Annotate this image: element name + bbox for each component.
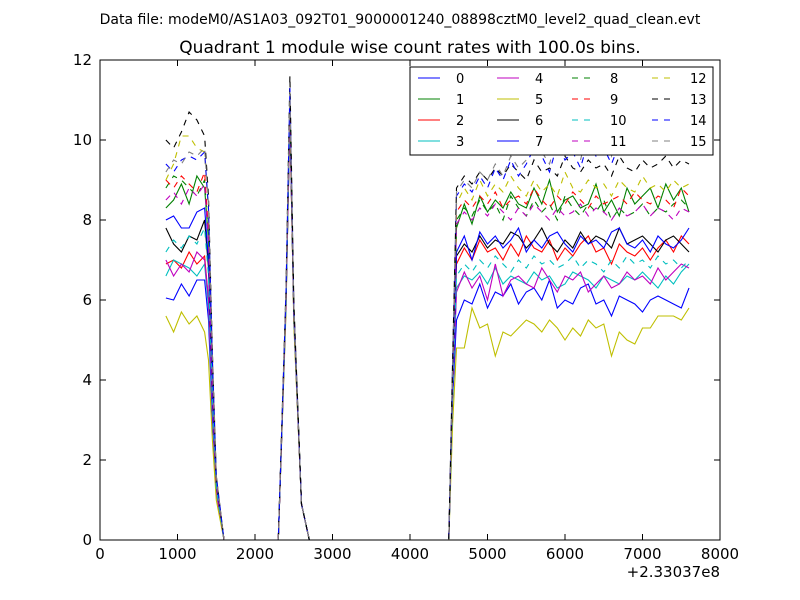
x-tick-label: 0 bbox=[95, 545, 105, 563]
y-tick-label: 8 bbox=[82, 211, 92, 229]
series-line-10 bbox=[165, 115, 690, 541]
series-line-3 bbox=[165, 115, 690, 541]
legend-label-2: 2 bbox=[456, 114, 464, 129]
y-tick-label: 10 bbox=[73, 131, 92, 149]
series-line-5 bbox=[165, 107, 690, 541]
x-tick-label: 4000 bbox=[391, 545, 429, 563]
y-tick-label: 12 bbox=[73, 51, 92, 69]
legend-label-0: 0 bbox=[456, 72, 464, 87]
legend-label-12: 12 bbox=[690, 72, 707, 87]
series-line-4 bbox=[165, 119, 690, 541]
series-line-1 bbox=[165, 115, 690, 541]
series-line-2 bbox=[165, 119, 690, 541]
y-tick-label: 4 bbox=[82, 371, 92, 389]
legend-label-10: 10 bbox=[610, 114, 627, 129]
x-tick-label: 5000 bbox=[468, 545, 506, 563]
legend-label-9: 9 bbox=[610, 93, 618, 108]
legend-label-4: 4 bbox=[535, 72, 543, 87]
legend-label-13: 13 bbox=[690, 93, 707, 108]
x-tick-label: 6000 bbox=[546, 545, 584, 563]
series-line-0 bbox=[165, 103, 690, 541]
legend-label-7: 7 bbox=[535, 135, 543, 150]
plot-lines bbox=[165, 75, 690, 541]
legend-label-5: 5 bbox=[535, 93, 543, 108]
series-line-15 bbox=[165, 91, 690, 541]
legend-box bbox=[409, 66, 714, 156]
y-tick-label: 6 bbox=[82, 291, 92, 309]
suptitle: Data file: modeM0/AS1A03_092T01_90000012… bbox=[100, 12, 701, 28]
y-tick-label: 2 bbox=[82, 451, 92, 469]
y-tick-label: 0 bbox=[82, 531, 92, 549]
x-tick-label: 7000 bbox=[623, 545, 661, 563]
legend-label-8: 8 bbox=[610, 72, 618, 87]
x-tick-label: 1000 bbox=[158, 545, 196, 563]
legend-label-15: 15 bbox=[690, 135, 707, 150]
legend-label-14: 14 bbox=[690, 114, 707, 129]
x-offset-label: +2.33037e8 bbox=[627, 563, 720, 581]
legend-label-1: 1 bbox=[456, 93, 464, 108]
series-line-11 bbox=[165, 107, 690, 541]
series-line-8 bbox=[165, 103, 690, 541]
x-tick-label: 8000 bbox=[701, 545, 739, 563]
series-line-9 bbox=[165, 103, 690, 541]
legend-label-6: 6 bbox=[535, 114, 543, 129]
x-tick-label: 3000 bbox=[313, 545, 351, 563]
chart-title: Quadrant 1 module wise count rates with … bbox=[179, 38, 640, 58]
x-tick-label: 2000 bbox=[236, 545, 274, 563]
legend-label-11: 11 bbox=[610, 135, 627, 150]
series-line-13 bbox=[165, 75, 690, 541]
series-line-7 bbox=[165, 107, 690, 541]
series-line-6 bbox=[165, 111, 690, 541]
series-line-12 bbox=[165, 99, 690, 541]
legend-label-3: 3 bbox=[456, 135, 464, 150]
axis-ticks: 0 1000 2000 3000 4000 5000 6000 7000 80000246810… bbox=[73, 51, 739, 563]
